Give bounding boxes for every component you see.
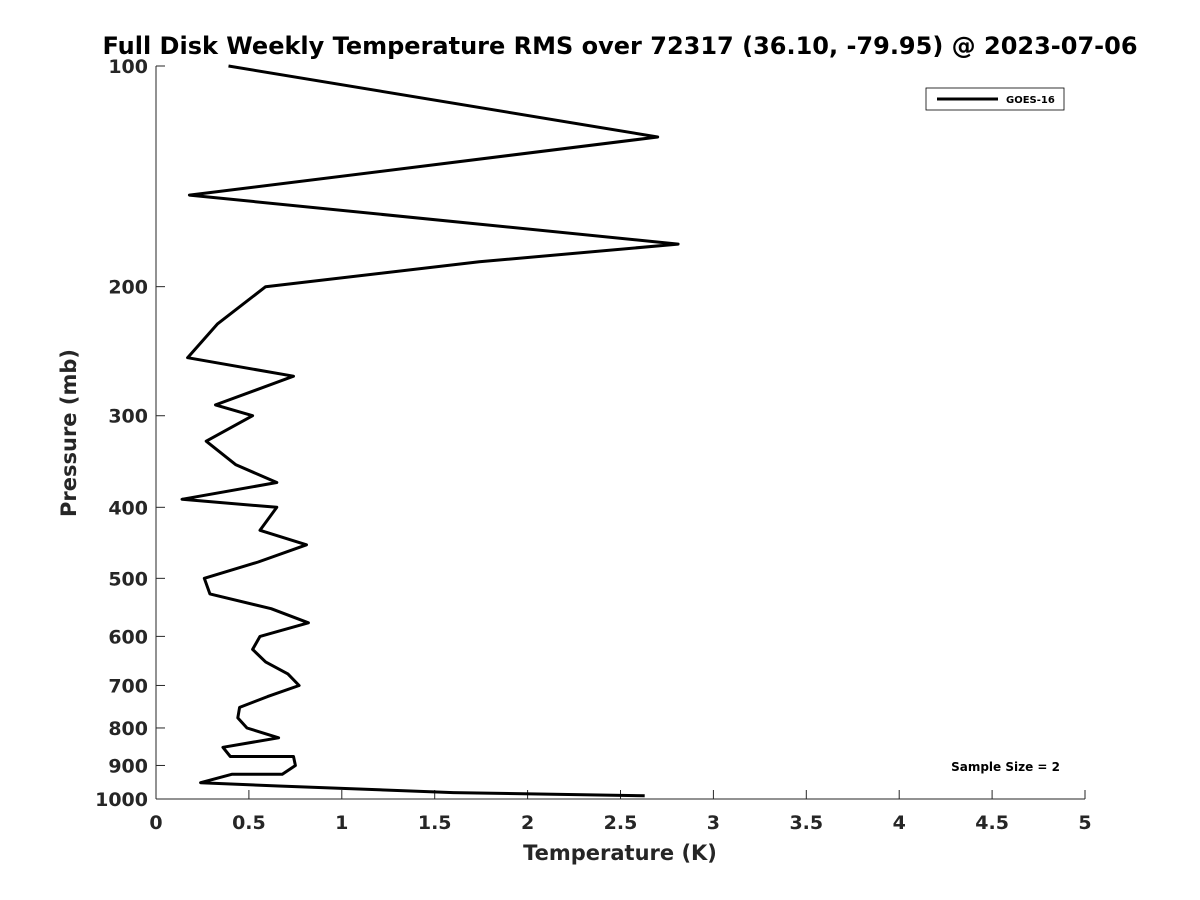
x-tick-label: 1.5 — [418, 812, 452, 834]
y-tick-label: 500 — [108, 568, 148, 590]
legend-label-goes-16: GOES-16 — [1006, 95, 1055, 106]
legend: GOES-16 — [925, 87, 1065, 111]
x-tick-label: 4 — [893, 812, 906, 834]
x-axis-label: Temperature (K) — [523, 841, 717, 865]
x-tick-label: 5 — [1078, 812, 1091, 834]
x-tick-label: 4.5 — [975, 812, 1009, 834]
y-tick-label: 400 — [108, 497, 148, 519]
x-tick-label: 0.5 — [232, 812, 266, 834]
y-tick-label: 700 — [108, 675, 148, 697]
y-tick-label: 600 — [108, 626, 148, 648]
y-tick-label: 100 — [108, 56, 148, 78]
y-tick-label: 900 — [108, 755, 148, 777]
y-tick-label: 200 — [108, 277, 148, 299]
series-layer — [180, 64, 680, 798]
x-tick-label: 3.5 — [789, 812, 823, 834]
x-axis-ticks: 0 0.5 1 1.5 2 2.5 3 3.5 4 4.5 5 — [149, 790, 1092, 834]
y-tick-label: 1000 — [95, 789, 148, 811]
chart-title: Full Disk Weekly Temperature RMS over 72… — [102, 32, 1137, 60]
x-tick-label: 2.5 — [604, 812, 638, 834]
x-tick-label: 1 — [335, 812, 348, 834]
x-tick-label: 3 — [707, 812, 720, 834]
y-axis-label: Pressure (mb) — [57, 349, 81, 517]
x-tick-label: 0 — [149, 812, 162, 834]
y-tick-label: 800 — [108, 718, 148, 740]
x-tick-label: 2 — [521, 812, 534, 834]
plot-axes — [155, 66, 1085, 800]
series-line-goes-16 — [180, 64, 680, 798]
sample-size-annotation: Sample Size = 2 — [951, 760, 1060, 774]
y-axis-ticks: 100 200 300 400 500 600 700 800 900 1000 — [95, 56, 165, 811]
y-tick-label: 300 — [108, 406, 148, 428]
